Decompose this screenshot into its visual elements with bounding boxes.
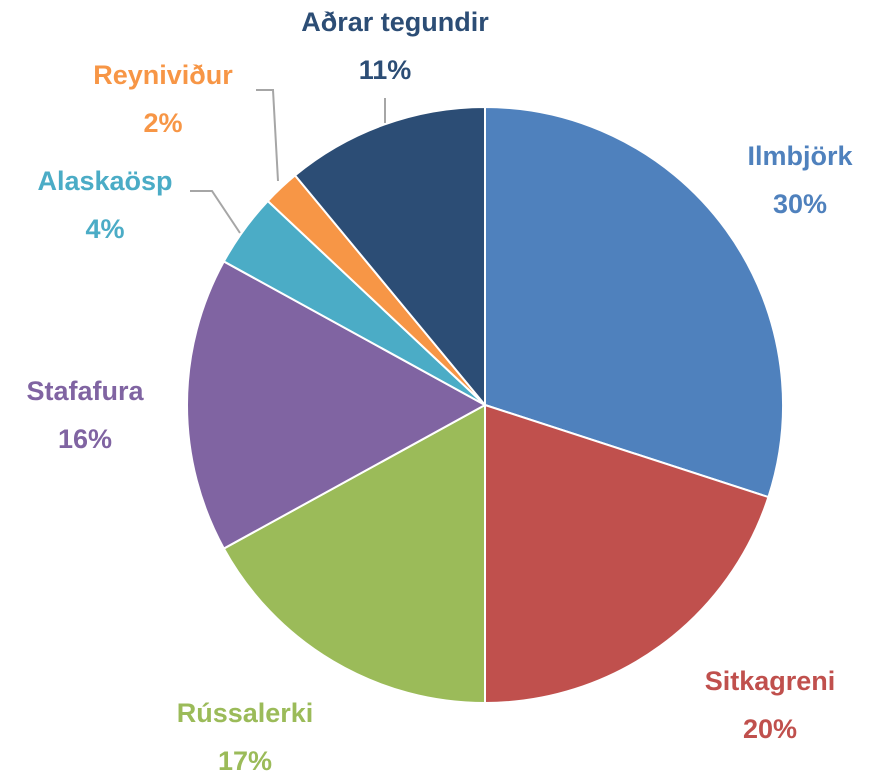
slice-value-label: 4%: [85, 214, 124, 244]
leader-line: [190, 190, 241, 234]
slice-label: Aðrar tegundir: [301, 7, 489, 37]
slice-label: Stafafura: [26, 376, 144, 406]
pie-slice: [222, 403, 486, 705]
pie-slice: [484, 105, 784, 499]
pie-slice: [186, 260, 488, 550]
slice-label: Sitkagreni: [705, 666, 836, 696]
pie-slice: [484, 403, 770, 705]
leader-line: [256, 89, 279, 182]
pie-slice: [293, 105, 486, 408]
slice-value-label: 20%: [743, 714, 797, 744]
slice-value-label: 2%: [143, 108, 182, 138]
slice-label: Alaskaösp: [37, 166, 172, 196]
slice-label: Ilmbjörk: [747, 141, 853, 171]
slice-value-label: 30%: [773, 189, 827, 219]
slice-label: Reyniviður: [93, 60, 233, 90]
slice-value-label: 17%: [218, 746, 272, 772]
leader-lines: [190, 89, 386, 234]
slice-value-label: 16%: [58, 424, 112, 454]
slice-value-label: 11%: [359, 55, 412, 85]
slice-label: Rússalerki: [177, 698, 314, 728]
